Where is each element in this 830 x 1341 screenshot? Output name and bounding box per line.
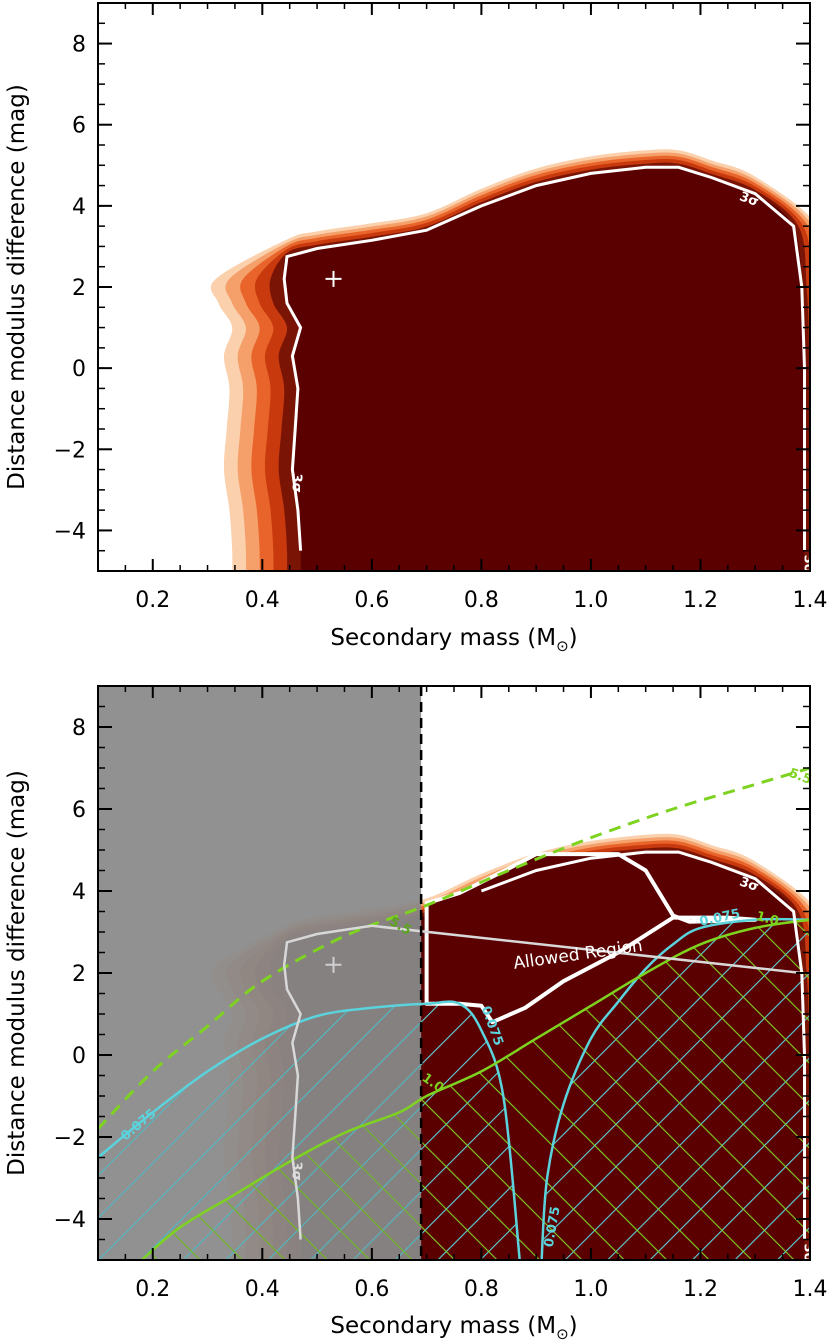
- top-sigma-label-left: 3σ: [288, 474, 303, 493]
- bot-ytick-label: 8: [72, 716, 86, 741]
- top-sigma-label-right: 3σ: [801, 555, 816, 574]
- top-ytick-label: 8: [72, 33, 86, 58]
- top-3sigma-contour: [282, 165, 806, 551]
- bottom-x-axis-title: Secondary mass (M⊙): [330, 1313, 577, 1341]
- green-hatched-region: [141, 919, 810, 1260]
- bottom-constraint-overlays: [98, 686, 810, 1260]
- top-ytick-label: −4: [54, 519, 86, 544]
- top-y-axis-title: Distance modulus difference (mag): [4, 84, 30, 490]
- bot-xtick-label: 1.2: [683, 1277, 718, 1302]
- bottom-best-fit-marker: [325, 956, 342, 973]
- bottom-3sigma-line-right: [480, 850, 806, 1240]
- top-ytick-label: 2: [72, 276, 86, 301]
- bottom-sigma-label-upper: 3σ: [737, 875, 760, 896]
- bot-ytick-label: 2: [72, 962, 86, 987]
- top-ytick-label: 4: [72, 195, 86, 220]
- bottom-3sigma-line-left: [282, 924, 806, 1240]
- bot-xtick-label: 0.4: [245, 1277, 280, 1302]
- bottom-panel: Allowed Region 5.5 5.5 1.0 1.0 0.075 0.0…: [4, 685, 828, 1341]
- top-xtick-label: 1.0: [573, 588, 608, 613]
- green-solid-label-right: 1.0: [754, 909, 780, 929]
- bottom-sigma-label-right: 3σ: [801, 1244, 816, 1263]
- bot-xtick-label: 1.0: [573, 1277, 608, 1302]
- cyan-curve-right: [540, 917, 810, 1260]
- bot-ytick-label: 6: [72, 798, 86, 823]
- top-ytick-label: 6: [72, 114, 86, 139]
- bot-xtick-label: 0.6: [354, 1277, 389, 1302]
- bottom-axes: 0.2 0.4 0.6 0.8 1.0 1.2 1.4 −4 −2 0 2 4 6 8: [54, 685, 828, 1302]
- top-level-5: [283, 166, 805, 571]
- bot-ytick-label: 4: [72, 880, 86, 905]
- allowed-region: [424, 852, 758, 1025]
- bottom-sigma-label-left: 3σ: [288, 1162, 303, 1181]
- top-xtick-label: 0.8: [464, 588, 499, 613]
- top-xtick-label: 0.2: [135, 588, 170, 613]
- top-panel: 3σ 3σ 3σ 0.2 0.4 0.6 0.8 1.0 1.2 1.4−4−202468 …: [4, 2, 828, 655]
- bot-ytick-label: −4: [54, 1208, 86, 1233]
- green-dashed-label-right: 5.5: [787, 766, 814, 788]
- top-axes: 0.2 0.4 0.6 0.8 1.0 1.2 1.4 −4 −2 0 2 4 6 8: [54, 2, 828, 613]
- top-x-axis-title: Secondary mass (M⊙): [330, 625, 577, 655]
- bot-ytick-label: −2: [54, 1126, 86, 1151]
- bot-ytick-label: 0: [72, 1044, 86, 1069]
- excluded-hatch-dim: [98, 686, 422, 1260]
- top-sigma-label-upper: 3σ: [737, 189, 760, 210]
- top-xtick-label: 0.6: [354, 588, 389, 613]
- bottom-y-axis-title: Distance modulus difference (mag): [4, 770, 30, 1176]
- top-probability-field: [210, 149, 810, 571]
- top-ytick-label: −2: [54, 438, 86, 463]
- cyan-curve-left: [98, 1000, 521, 1260]
- green-dashed-curve: [98, 766, 810, 1130]
- green-solid-curve: [140, 918, 810, 1260]
- top-xtick-label: 1.4: [793, 588, 828, 613]
- bot-xtick-label: 0.2: [135, 1277, 170, 1302]
- cyan-label-bottom: 0.075: [542, 1205, 564, 1248]
- bot-xtick-label: 0.8: [464, 1277, 499, 1302]
- top-3sigma-line: [282, 165, 806, 551]
- top-xtick-label: 1.2: [683, 588, 718, 613]
- top-xtick-label: 0.4: [245, 588, 280, 613]
- top-best-fit-marker: [325, 270, 342, 287]
- top-ytick-label: 0: [72, 357, 86, 382]
- bot-xtick-label: 1.4: [793, 1277, 828, 1302]
